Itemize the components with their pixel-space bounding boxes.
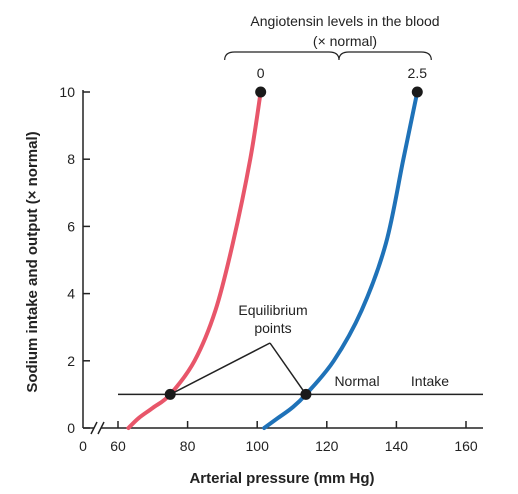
top-annotation-line-1: Angiotensin levels in the blood <box>250 13 439 29</box>
y-tick-label-2: 4 <box>67 286 75 302</box>
y-tick-label-1: 2 <box>67 353 75 369</box>
x-tick-label-0: 0 <box>79 438 87 454</box>
equilibrium-label-line-2: points <box>254 320 291 336</box>
y-tick-label-5: 10 <box>59 84 75 100</box>
top-annotation-line-2: (× normal) <box>313 33 377 49</box>
series-line-1 <box>262 90 420 430</box>
x-axis-label: Arterial pressure (mm Hg) <box>189 470 374 487</box>
equilibrium-markers <box>164 388 312 400</box>
equilibrium-marker-1 <box>300 388 312 400</box>
equilibrium-pointer-1 <box>269 342 307 395</box>
equilibrium-pointer-0 <box>169 342 271 396</box>
y-tick-label-0: 0 <box>67 420 75 436</box>
top-annotation-brace <box>224 51 432 61</box>
series-end-marker-0 <box>255 86 267 98</box>
x-tick-label-2: 80 <box>180 438 196 454</box>
series-end-marker-1 <box>411 86 423 98</box>
x-tick-label-3: 100 <box>246 438 270 454</box>
y-tick-label-4: 8 <box>67 151 75 167</box>
y-axis: 0 2 4 6 8 10 <box>59 84 90 436</box>
y-axis-label: Sodium intake and output (× normal) <box>24 131 41 392</box>
x-tick-label-1: 60 <box>110 438 126 454</box>
series-line-0 <box>126 90 263 430</box>
series-label-1: 2.5 <box>408 65 428 81</box>
y-tick-label-3: 6 <box>67 218 75 234</box>
equilibrium-label-line-1: Equilibrium <box>238 302 307 318</box>
intake-label-intake: Intake <box>411 373 449 389</box>
x-axis-break-mark-2 <box>97 421 105 435</box>
intake-label-normal: Normal <box>334 373 379 389</box>
x-axis: 0 60 80 100 120 140 160 <box>79 421 483 454</box>
series-group <box>126 86 423 430</box>
equilibrium-marker-0 <box>164 388 176 400</box>
x-tick-label-4: 120 <box>315 438 339 454</box>
equilibrium-pointers <box>169 342 307 396</box>
series-label-0: 0 <box>257 65 265 81</box>
x-tick-label-6: 160 <box>454 438 478 454</box>
x-tick-label-5: 140 <box>385 438 409 454</box>
x-axis-break-mark-1 <box>90 421 98 435</box>
